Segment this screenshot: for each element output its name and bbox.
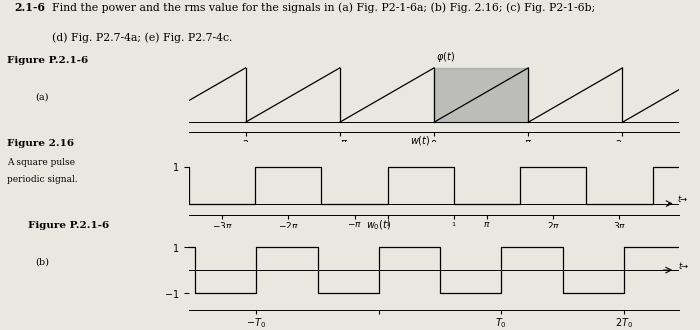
Text: periodic signal.: periodic signal. <box>7 175 78 184</box>
Text: $\varphi(t)$: $\varphi(t)$ <box>436 50 455 64</box>
Text: (a): (a) <box>35 92 48 101</box>
Text: 2.1-6: 2.1-6 <box>14 2 45 13</box>
Text: $t\!\!\rightarrow$: $t\!\!\rightarrow$ <box>677 193 688 204</box>
Text: $w(t)$: $w(t)$ <box>410 134 431 147</box>
Text: $w_0(t)$: $w_0(t)$ <box>366 219 391 232</box>
Text: (d) Fig. P2.7-4a; (e) Fig. P2.7-4c.: (d) Fig. P2.7-4a; (e) Fig. P2.7-4c. <box>52 32 232 43</box>
Text: $t\!\!\rightarrow$: $t\!\!\rightarrow$ <box>678 260 689 271</box>
Text: Figure 2.16: Figure 2.16 <box>7 139 74 148</box>
Bar <box>434 68 528 122</box>
Text: Find the power and the rms value for the signals in (a) Fig. P2-1-6a; (b) Fig. 2: Find the power and the rms value for the… <box>52 2 595 13</box>
Text: Figure P.2.1-6: Figure P.2.1-6 <box>28 221 109 230</box>
Text: A square pulse: A square pulse <box>7 158 75 167</box>
Text: Figure P.2.1-6: Figure P.2.1-6 <box>7 56 88 65</box>
Text: (b): (b) <box>35 257 49 266</box>
